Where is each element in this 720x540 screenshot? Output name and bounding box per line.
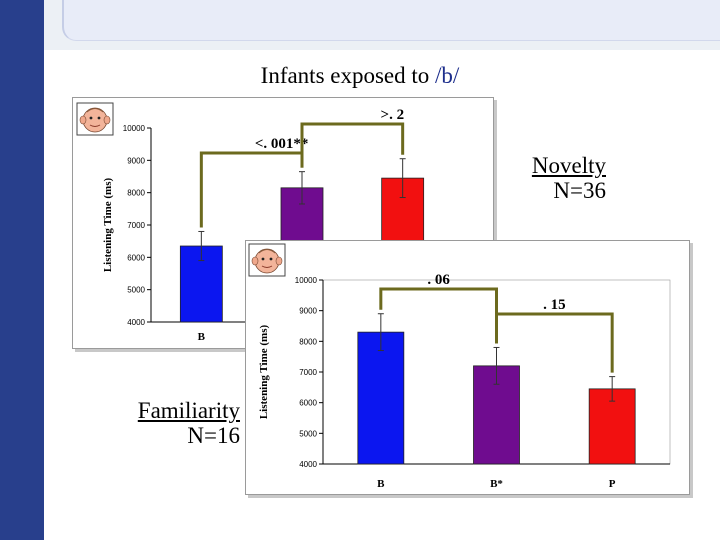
front-chart-y-tick-label: 5000: [299, 429, 317, 438]
slide-top-band-inset: [62, 0, 720, 41]
front-chart-category-label: B*: [490, 478, 503, 490]
front-chart-significance-label: . 15: [543, 297, 566, 313]
title-accent: /b/: [435, 63, 460, 88]
front-chart-y-tick-label: 10000: [295, 276, 318, 285]
back-chart-category-label: B: [198, 331, 206, 343]
avatar-eye: [261, 257, 265, 261]
back-chart-significance-bracket: [300, 122, 405, 168]
back-chart-y-tick-label: 6000: [127, 253, 145, 262]
familiarity-n: N=16: [187, 423, 240, 448]
front-chart-plot: 4000 5000 6000 7000 8000 9000 10000 Listening T…: [258, 272, 671, 490]
back-chart-significance-label: <. 001**: [255, 136, 309, 152]
back-chart-y-axis-label: Listening Time (ms): [102, 178, 114, 273]
avatar-eye: [97, 116, 101, 120]
back-chart-y-tick-label: 9000: [127, 156, 145, 165]
familiarity-label: Familiarity N=16: [112, 398, 240, 448]
front-chart: 4000 5000 6000 7000 8000 9000 10000 Listening T…: [248, 243, 671, 490]
avatar-ear: [103, 115, 111, 125]
back-chart-y-tick-label: 8000: [127, 189, 145, 198]
avatar-mouth: [261, 265, 273, 268]
avatar-face: [82, 107, 108, 133]
front-chart-y-tick-label: 8000: [299, 337, 317, 346]
front-chart-bar-b: [357, 331, 405, 465]
front-chart-y-tick-label: 4000: [299, 460, 317, 469]
novelty-title: Novelty: [531, 153, 606, 178]
avatar-hair: [86, 108, 104, 113]
front-chart-category-label: P: [609, 478, 616, 490]
front-chart-y-tick-label: 6000: [299, 399, 317, 408]
avatar-ear: [79, 115, 87, 125]
back-chart-y-tick-label: 7000: [127, 221, 145, 230]
front-chart-significance-label: . 06: [427, 272, 450, 288]
back-chart-y-tick-label: 5000: [127, 286, 145, 295]
slide-title: Infants exposed to /b/: [0, 63, 720, 89]
front-chart-significance-bracket: [495, 312, 614, 373]
avatar-face: [254, 248, 280, 274]
avatar-ear: [275, 256, 283, 266]
novelty-n: N=36: [553, 178, 606, 203]
front-chart-y-axis-label: Listening Time (ms): [258, 325, 270, 420]
back-chart-y-tick-label: 4000: [127, 318, 145, 327]
avatar-eye: [269, 257, 273, 261]
avatar-ear: [251, 256, 259, 266]
avatar-eye: [89, 116, 93, 120]
baby-avatar-icon: [76, 102, 114, 136]
back-chart-y-tick-label: 10000: [123, 124, 146, 133]
front-chart-category-label: B: [377, 478, 385, 490]
back-chart-significance-label: >. 2: [381, 107, 405, 123]
novelty-label: Novelty N=36: [498, 153, 606, 203]
front-chart-panel: 4000 5000 6000 7000 8000 9000 10000 Listening T…: [245, 240, 690, 495]
title-prefix: Infants exposed to: [260, 63, 436, 88]
front-chart-y-tick-label: 7000: [299, 368, 317, 377]
slide-sidebar: [0, 0, 44, 540]
front-chart-y-tick-label: 9000: [299, 307, 317, 316]
baby-avatar-icon: [248, 243, 286, 277]
avatar-hair: [258, 249, 276, 254]
avatar-mouth: [89, 124, 101, 127]
familiarity-title: Familiarity: [137, 398, 240, 423]
